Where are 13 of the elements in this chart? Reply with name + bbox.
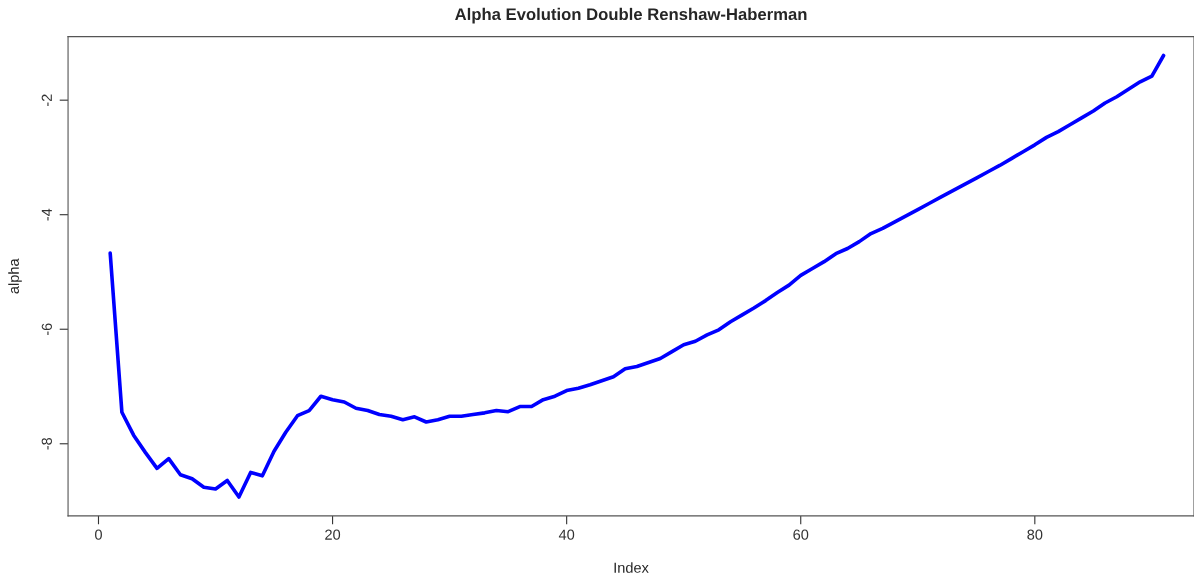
- y-tick-label: -4: [41, 208, 52, 221]
- y-tick-label: -2: [41, 94, 52, 107]
- x-tick-label: 20: [325, 529, 341, 540]
- chart-title: Alpha Evolution Double Renshaw-Haberman: [455, 7, 807, 24]
- x-tick-label: 60: [793, 529, 809, 540]
- y-tick-label: -8: [41, 437, 52, 450]
- y-tick-label: -6: [41, 323, 52, 336]
- y-axis-title: alpha: [8, 258, 22, 294]
- line-series: [108, 53, 1166, 499]
- x-tick-label: 40: [558, 529, 575, 540]
- x-tick-label: 80: [1027, 529, 1043, 540]
- x-axis-title: Index: [614, 562, 649, 573]
- x-tick-label: 0: [95, 529, 102, 540]
